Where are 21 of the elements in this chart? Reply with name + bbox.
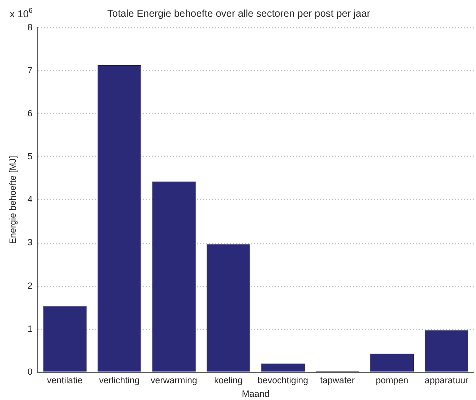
y-tick-label: 2 [28,280,33,291]
y-axis-title: Energie behoefte [MJ] [8,156,18,244]
x-tick-label: koeling [214,375,243,386]
x-tick-label: verwarming [150,375,198,386]
y-tick-label: 1 [28,324,33,334]
x-tick-label: pompen [376,375,408,386]
y-tick-label: 4 [28,194,33,205]
y-tick-label: 0 [28,366,33,377]
x-axis-title: Maand [242,389,270,400]
y-tick-label: 7 [28,66,33,76]
y-tick-label: 5 [28,152,33,162]
y-tick-label: 8 [28,22,33,32]
x-tick-label: ventilatie [47,375,83,386]
x-tick-label: bevochtiging [258,375,308,386]
text: x 10$^{6}$ [10,8,33,20]
chart-title: Totale Energie behoefte over alle sectoren per post per jaar [108,8,372,20]
x-tick-label: apparatuur [424,375,469,386]
y-tick-label: 3 [28,238,33,248]
y-tick-label: 6 [28,108,33,119]
x-tick-label: verlichting [99,375,140,386]
x-tick-label: tapwater [320,375,355,386]
